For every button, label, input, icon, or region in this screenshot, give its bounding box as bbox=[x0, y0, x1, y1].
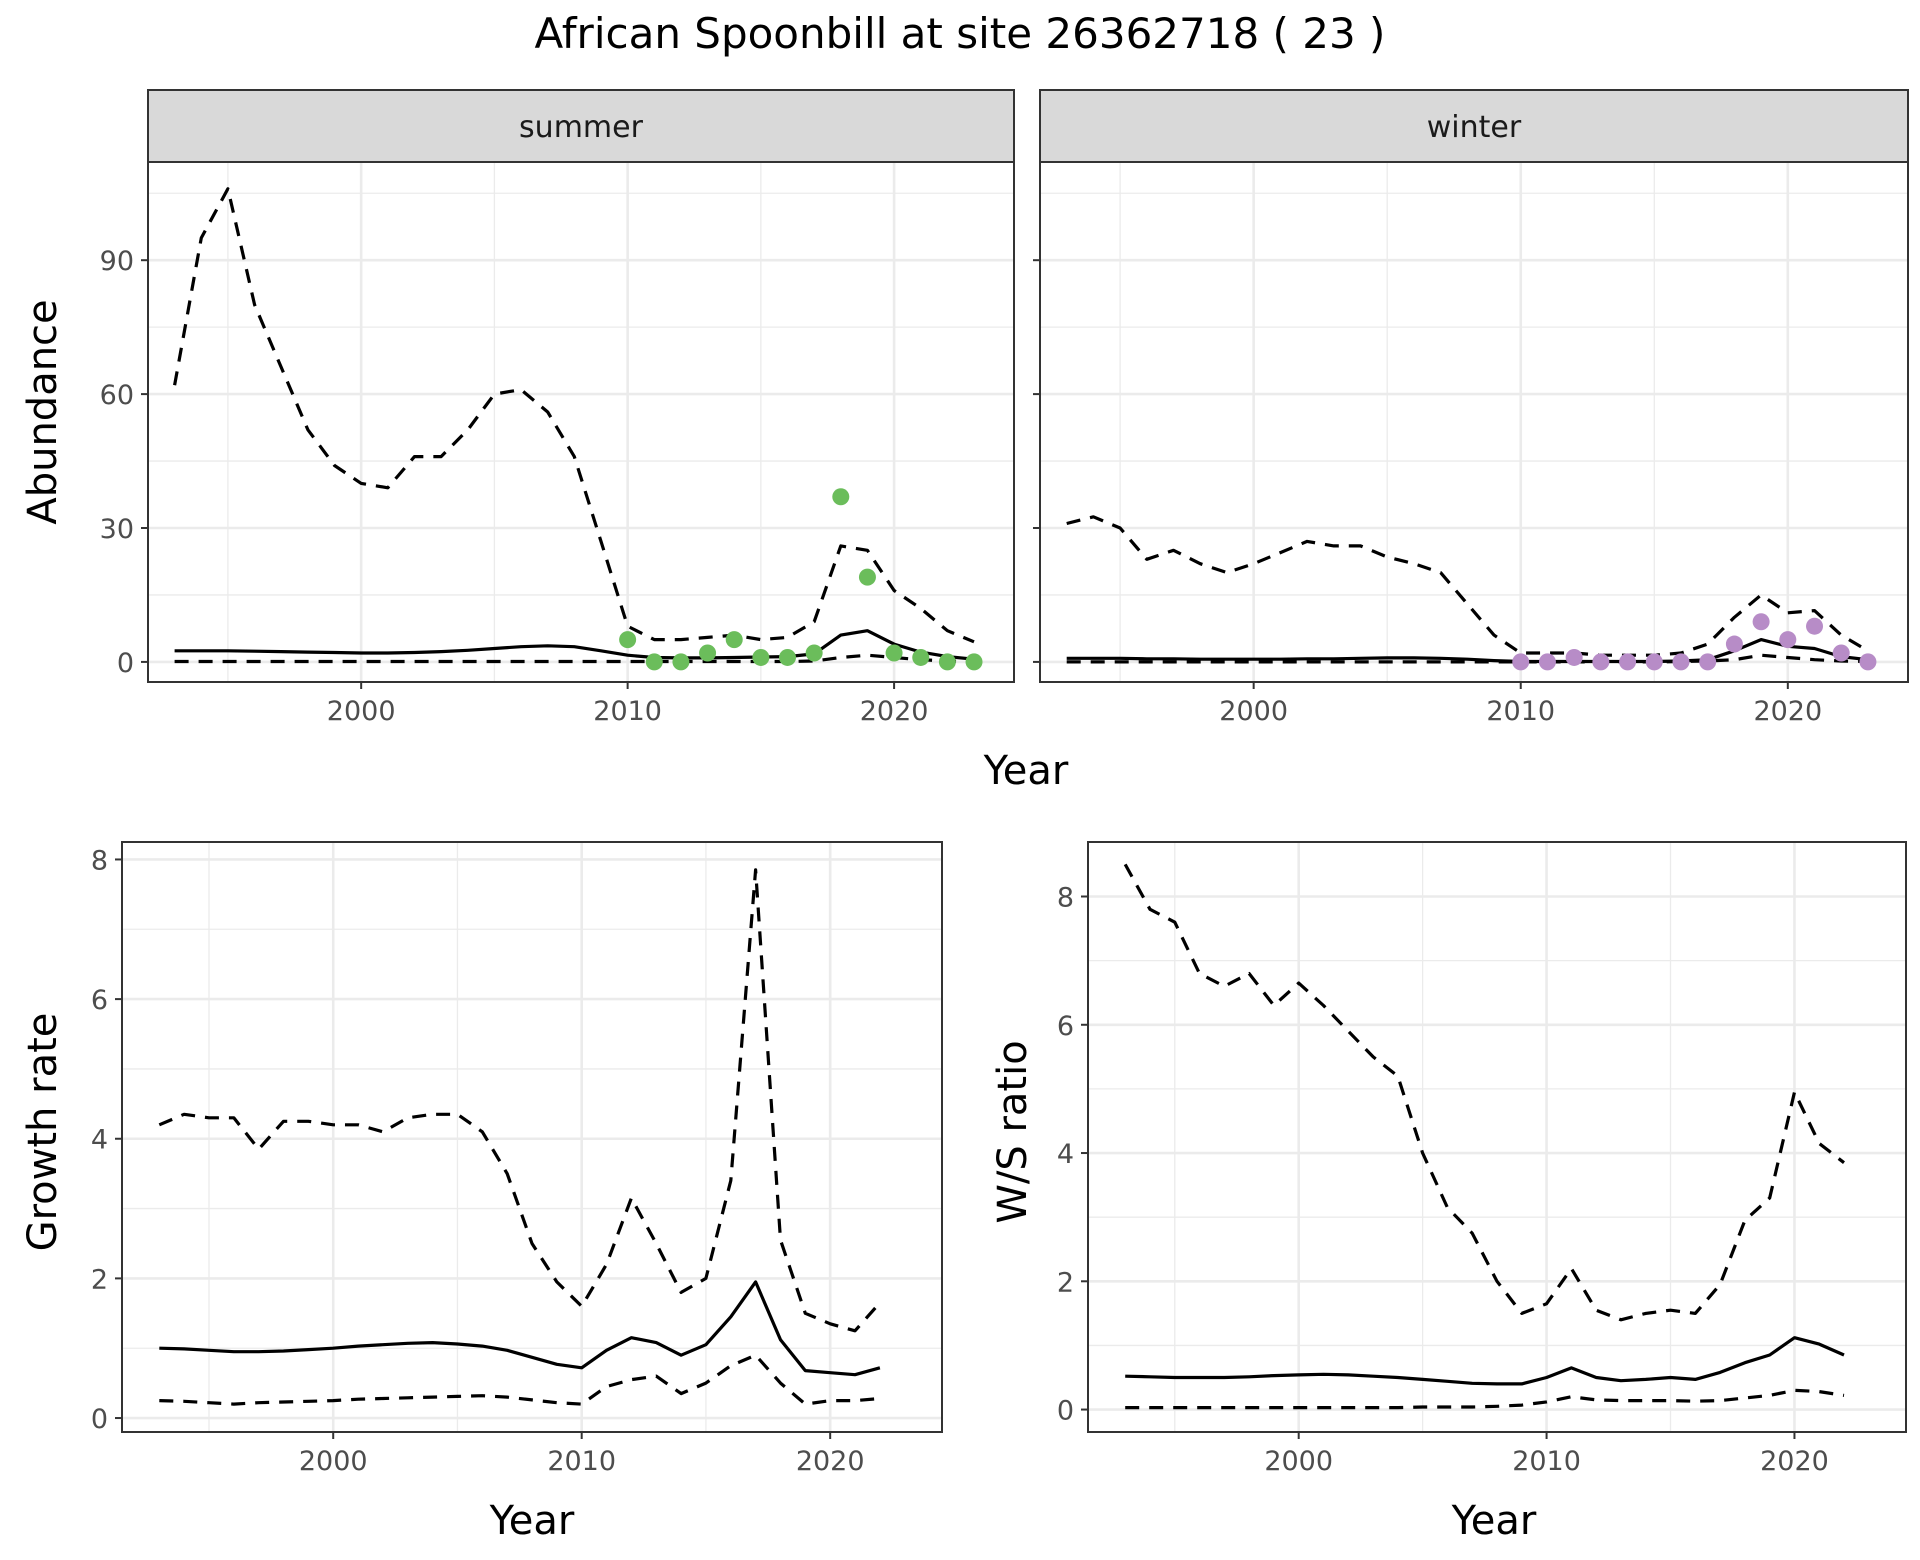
series-line-upper bbox=[1066, 515, 1869, 657]
x-tick-label: 2010 bbox=[593, 696, 662, 727]
series-line-upper bbox=[158, 868, 882, 1333]
panel-border bbox=[147, 161, 1015, 683]
facet-strip bbox=[1039, 89, 1909, 163]
x-tick-label: 2000 bbox=[299, 1446, 368, 1477]
x-tick-label: 2000 bbox=[1219, 696, 1288, 727]
panel-summer: summer 2000 2010 2020 0 30 60 90 bbox=[100, 89, 1015, 727]
data-point bbox=[885, 644, 903, 662]
y-tick-label: 0 bbox=[91, 1404, 108, 1435]
y-tick-label: 8 bbox=[91, 845, 108, 876]
ws-ratio-x-axis-title: Year bbox=[1451, 1498, 1537, 1544]
data-point bbox=[779, 648, 797, 666]
series-line-mean bbox=[174, 629, 975, 661]
y-tick-label: 0 bbox=[117, 648, 134, 679]
svg-text:W/S ratio: W/S ratio bbox=[990, 1040, 1036, 1223]
data-point bbox=[832, 488, 850, 506]
panel-growth-rate: 2000 2010 2020 0 2 4 6 8 bbox=[91, 841, 943, 1477]
y-tick-label: 2 bbox=[91, 1264, 108, 1295]
data-point bbox=[1832, 644, 1850, 662]
x-tick-label: 2000 bbox=[1264, 1446, 1333, 1477]
y-tick-label: 0 bbox=[1057, 1396, 1074, 1427]
facet-label: winter bbox=[1427, 110, 1522, 145]
data-point bbox=[1565, 648, 1583, 666]
x-tick-label: 2020 bbox=[1753, 696, 1822, 727]
svg-text:Growth rate: Growth rate bbox=[20, 1013, 66, 1252]
ws-ratio-y-axis-title: W/S ratio bbox=[990, 1040, 1036, 1223]
y-tick-label: 60 bbox=[100, 380, 134, 411]
x-tick-label: 2010 bbox=[1512, 1446, 1581, 1477]
data-point bbox=[1645, 653, 1663, 671]
series-line-lower bbox=[159, 1353, 881, 1406]
data-point bbox=[805, 644, 823, 662]
series-line-mean bbox=[1125, 1336, 1845, 1386]
x-tick-label: 2020 bbox=[860, 696, 929, 727]
panel-border bbox=[121, 841, 943, 1433]
x-tick-label: 2020 bbox=[796, 1446, 865, 1477]
data-point bbox=[699, 644, 717, 662]
abundance-x-axis-title: Year bbox=[983, 748, 1069, 794]
data-point bbox=[1699, 653, 1717, 671]
panel-border bbox=[1039, 161, 1909, 683]
y-tick-label: 6 bbox=[1057, 1011, 1074, 1042]
facet-label: summer bbox=[519, 110, 644, 145]
data-point bbox=[1859, 653, 1877, 671]
facet-strip bbox=[147, 89, 1015, 163]
y-tick-label: 8 bbox=[1057, 883, 1074, 914]
series-line-lower bbox=[1125, 1388, 1845, 1410]
data-point bbox=[1592, 653, 1610, 671]
data-point bbox=[965, 653, 983, 671]
series-line-mean bbox=[159, 1280, 881, 1377]
data-point bbox=[1538, 653, 1556, 671]
data-point bbox=[1779, 631, 1797, 649]
data-point bbox=[1752, 613, 1770, 631]
panel-border bbox=[1087, 841, 1907, 1433]
data-point bbox=[619, 631, 637, 649]
svg-text:Abundance: Abundance bbox=[20, 299, 66, 524]
x-tick-label: 2010 bbox=[1486, 696, 1555, 727]
data-point bbox=[1619, 653, 1637, 671]
data-point bbox=[645, 653, 663, 671]
data-point bbox=[912, 648, 930, 666]
x-tick-label: 2020 bbox=[1760, 1446, 1829, 1477]
x-tick-label: 2010 bbox=[547, 1446, 616, 1477]
data-point bbox=[672, 653, 690, 671]
data-point bbox=[858, 568, 876, 586]
abundance-y-axis-title: Abundance bbox=[20, 299, 66, 524]
y-tick-label: 6 bbox=[91, 985, 108, 1016]
panel-ws-ratio: 2000 2010 2020 0 2 4 6 8 bbox=[1057, 841, 1907, 1477]
data-point bbox=[1512, 653, 1530, 671]
y-tick-label: 4 bbox=[1057, 1139, 1074, 1170]
data-point bbox=[1806, 617, 1824, 635]
data-point bbox=[1725, 635, 1743, 653]
y-tick-label: 2 bbox=[1057, 1267, 1074, 1298]
series-line-lower bbox=[1066, 653, 1868, 664]
data-point bbox=[938, 653, 956, 671]
data-point bbox=[752, 648, 770, 666]
y-tick-label: 30 bbox=[100, 514, 134, 545]
y-tick-label: 4 bbox=[91, 1125, 108, 1156]
series-line-lower bbox=[174, 653, 975, 664]
panel-winter: winter 2000 2010 2020 bbox=[1033, 89, 1909, 727]
series-line-upper bbox=[173, 187, 975, 644]
chart-title: African Spoonbill at site 26362718 ( 23 … bbox=[535, 9, 1386, 58]
growth-y-axis-title: Growth rate bbox=[20, 1013, 66, 1252]
x-tick-label: 2000 bbox=[327, 696, 396, 727]
y-tick-label: 90 bbox=[100, 246, 134, 277]
data-point bbox=[725, 631, 743, 649]
growth-x-axis-title: Year bbox=[489, 1498, 575, 1544]
data-point bbox=[1672, 653, 1690, 671]
series-line-upper bbox=[1123, 863, 1845, 1322]
